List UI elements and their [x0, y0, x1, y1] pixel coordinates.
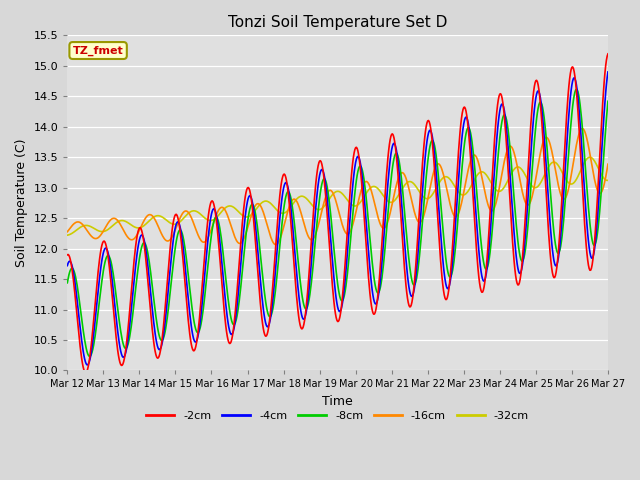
Title: Tonzi Soil Temperature Set D: Tonzi Soil Temperature Set D	[228, 15, 447, 30]
X-axis label: Time: Time	[323, 395, 353, 408]
Text: TZ_fmet: TZ_fmet	[73, 46, 124, 56]
Y-axis label: Soil Temperature (C): Soil Temperature (C)	[15, 139, 28, 267]
Legend: -2cm, -4cm, -8cm, -16cm, -32cm: -2cm, -4cm, -8cm, -16cm, -32cm	[142, 406, 533, 425]
